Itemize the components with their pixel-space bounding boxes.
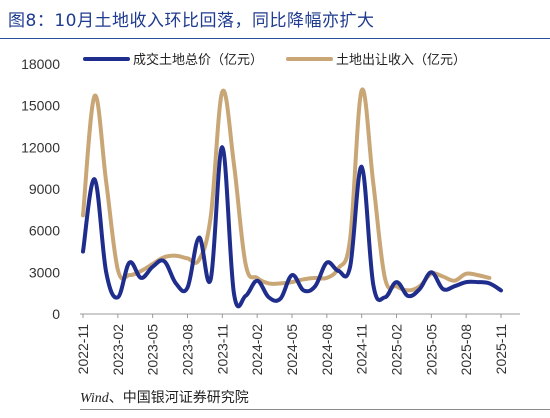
x-tick-label: 2025-02	[389, 324, 405, 376]
y-tick-label: 6000	[29, 223, 60, 239]
source-note: Wind、中国银河证券研究院	[80, 387, 249, 407]
y-tick-label: 12000	[21, 139, 60, 155]
x-tick-label: 2022-11	[75, 324, 91, 375]
chart-title: 图8：10月土地收入环比回落，同比降幅亦扩大	[8, 11, 375, 31]
source-rest: 、中国银河证券研究院	[108, 390, 249, 406]
x-tick-label: 2023-11	[214, 324, 230, 375]
x-tick-label: 2023-02	[110, 324, 126, 376]
x-axis-ticks: 2022-11 2023-02 2023-05 2023-08 2023-11 2024-…	[75, 314, 509, 375]
series-lines	[81, 87, 503, 309]
y-axis-labels: 0 3000 6000 9000 12000 15000 18000	[21, 56, 60, 322]
series-line-2	[81, 87, 492, 293]
title-divider	[0, 38, 550, 39]
legend-label-series1: 成交土地总价（亿元）	[133, 52, 263, 68]
series-line-1	[81, 145, 503, 309]
y-tick-label: 0	[52, 306, 60, 322]
x-tick-label: 2024-08	[319, 324, 335, 376]
x-tick-label: 2025-11	[493, 324, 509, 375]
y-tick-label: 9000	[29, 181, 60, 197]
x-tick-label: 2023-05	[145, 324, 161, 376]
legend: 成交土地总价（亿元） 土地出让收入（亿元）	[83, 52, 466, 68]
legend-label-series2: 土地出让收入（亿元）	[336, 53, 466, 68]
y-tick-label: 15000	[21, 98, 60, 114]
y-tick-label: 3000	[29, 264, 60, 280]
x-tick-label: 2024-11	[354, 324, 370, 375]
x-tick-label: 2024-05	[284, 324, 300, 376]
source-latin: Wind	[80, 391, 109, 406]
x-tick-label: 2025-05	[423, 324, 439, 376]
x-tick-label: 2024-02	[249, 324, 265, 376]
source-divider	[80, 409, 550, 410]
x-tick-label: 2023-08	[180, 324, 196, 376]
y-tick-label: 18000	[21, 56, 60, 72]
x-tick-label: 2025-08	[458, 324, 474, 376]
